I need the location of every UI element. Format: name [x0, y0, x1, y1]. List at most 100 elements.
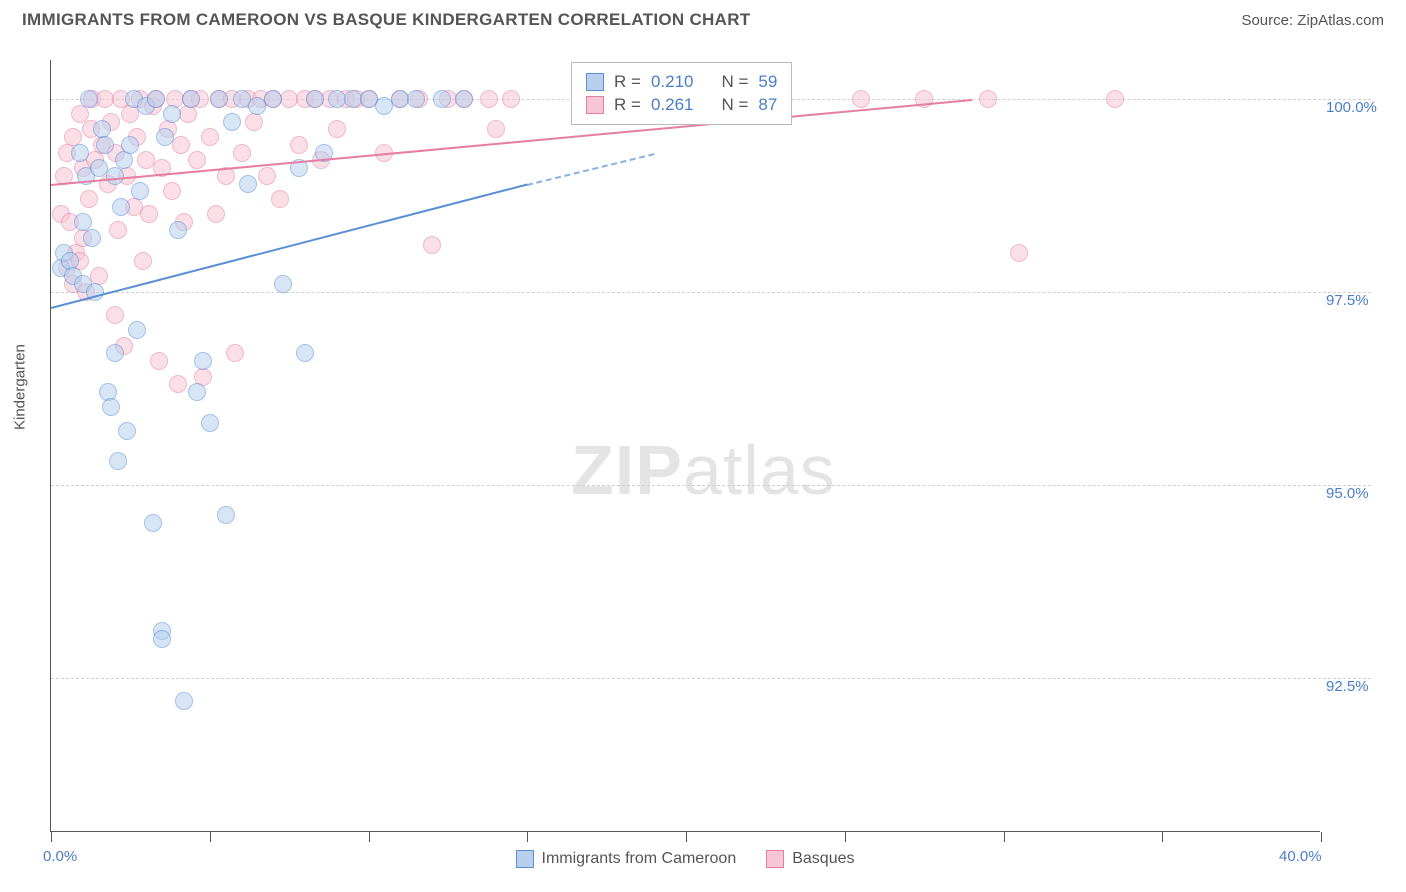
scatter-point: [274, 275, 292, 293]
scatter-point: [455, 90, 473, 108]
scatter-point: [71, 144, 89, 162]
watermark-light: atlas: [683, 431, 836, 509]
x-tick: [527, 832, 528, 842]
scatter-point: [134, 252, 152, 270]
x-tick: [369, 832, 370, 842]
scatter-point: [245, 113, 263, 131]
scatter-point: [223, 113, 241, 131]
scatter-point: [233, 144, 251, 162]
scatter-point: [1106, 90, 1124, 108]
scatter-point: [306, 90, 324, 108]
scatter-point: [271, 190, 289, 208]
x-tick: [1162, 832, 1163, 842]
scatter-point: [112, 198, 130, 216]
y-axis-title: Kindergarten: [12, 344, 29, 430]
scatter-point: [179, 105, 197, 123]
correlation-legend: R = 0.210 N = 59 R = 0.261 N = 87: [571, 62, 792, 125]
source-attribution: Source: ZipAtlas.com: [1241, 12, 1384, 29]
scatter-point: [131, 182, 149, 200]
scatter-point: [258, 167, 276, 185]
scatter-point: [109, 452, 127, 470]
scatter-point: [188, 151, 206, 169]
scatter-point: [144, 514, 162, 532]
y-tick-label: 97.5%: [1326, 292, 1369, 309]
scatter-point: [194, 352, 212, 370]
scatter-point: [83, 229, 101, 247]
scatter-point: [852, 90, 870, 108]
scatter-point: [407, 90, 425, 108]
y-tick-label: 100.0%: [1326, 99, 1377, 116]
scatter-point: [207, 205, 225, 223]
x-tick: [210, 832, 211, 842]
scatter-point: [296, 344, 314, 362]
scatter-point: [80, 90, 98, 108]
y-tick-label: 92.5%: [1326, 678, 1369, 695]
scatter-point: [328, 120, 346, 138]
scatter-point: [156, 128, 174, 146]
scatter-point: [153, 630, 171, 648]
scatter-point: [502, 90, 520, 108]
watermark-bold: ZIP: [571, 431, 683, 509]
scatter-point: [480, 90, 498, 108]
scatter-point: [433, 90, 451, 108]
scatter-point: [201, 128, 219, 146]
grid-line-h: [51, 485, 1371, 486]
n-label: N =: [721, 72, 748, 92]
scatter-point: [188, 383, 206, 401]
legend-swatch: [586, 73, 604, 91]
scatter-point: [115, 151, 133, 169]
scatter-point: [150, 352, 168, 370]
scatter-point: [118, 422, 136, 440]
y-tick-label: 95.0%: [1326, 485, 1369, 502]
scatter-point: [102, 398, 120, 416]
scatter-point: [1010, 244, 1028, 262]
x-tick: [686, 832, 687, 842]
scatter-point: [169, 375, 187, 393]
scatter-point: [121, 136, 139, 154]
r-value: 0.210: [651, 72, 694, 92]
chart-plot-area: ZIPatlas 92.5%95.0%97.5%100.0%0.0%40.0%R…: [50, 60, 1320, 832]
legend-item-series-b: Basques: [766, 850, 854, 868]
legend-label-series-b: Basques: [792, 850, 854, 868]
trend-line-extension: [527, 153, 654, 186]
scatter-point: [140, 205, 158, 223]
r-value: 0.261: [651, 95, 694, 115]
scatter-point: [128, 321, 146, 339]
n-value: 59: [758, 72, 777, 92]
r-label: R =: [614, 95, 641, 115]
scatter-point: [175, 692, 193, 710]
scatter-point: [169, 221, 187, 239]
x-tick: [845, 832, 846, 842]
r-label: R =: [614, 72, 641, 92]
correlation-legend-row: R = 0.210 N = 59: [586, 72, 777, 92]
scatter-point: [290, 136, 308, 154]
scatter-point: [239, 175, 257, 193]
chart-title: IMMIGRANTS FROM CAMEROON VS BASQUE KINDE…: [22, 10, 750, 30]
scatter-point: [210, 90, 228, 108]
bottom-legend: Immigrants from Cameroon Basques: [50, 850, 1320, 868]
legend-swatch: [586, 96, 604, 114]
scatter-point: [201, 414, 219, 432]
scatter-point: [106, 306, 124, 324]
grid-line-h: [51, 678, 1371, 679]
n-value: 87: [758, 95, 777, 115]
scatter-point: [106, 167, 124, 185]
scatter-point: [163, 105, 181, 123]
scatter-point: [163, 182, 181, 200]
legend-label-series-a: Immigrants from Cameroon: [542, 850, 737, 868]
correlation-legend-row: R = 0.261 N = 87: [586, 95, 777, 115]
watermark: ZIPatlas: [571, 430, 836, 510]
scatter-point: [109, 221, 127, 239]
x-tick: [51, 832, 52, 842]
scatter-point: [979, 90, 997, 108]
n-label: N =: [721, 95, 748, 115]
scatter-point: [106, 344, 124, 362]
scatter-point: [423, 236, 441, 254]
scatter-point: [487, 120, 505, 138]
scatter-point: [172, 136, 190, 154]
grid-line-h: [51, 292, 1371, 293]
x-tick: [1321, 832, 1322, 842]
chart-plot-wrap: ZIPatlas 92.5%95.0%97.5%100.0%0.0%40.0%R…: [50, 60, 1380, 832]
scatter-point: [96, 136, 114, 154]
scatter-point: [80, 190, 98, 208]
